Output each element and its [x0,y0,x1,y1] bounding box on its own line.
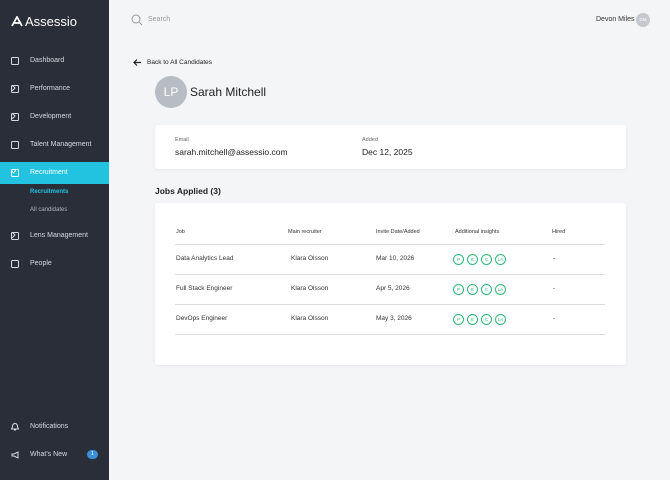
candidate-avatar: LP [155,76,187,108]
nav-label: People [30,260,52,267]
nav-label: Notifications [30,423,69,430]
badge: 1 [87,450,98,459]
table-cell: - [553,315,556,322]
search-icon [131,14,143,26]
nav-label: Recruitment [30,169,68,176]
nav-item[interactable]: Recruitment [0,162,109,184]
insight-badge[interactable]: LA [495,314,506,325]
nav-icon [11,57,19,65]
field-label: Added [362,137,378,143]
nav-label: Development [30,113,72,120]
nav-icon [11,113,19,121]
column-header[interactable]: Additional insights [455,229,500,235]
nav-item[interactable]: Development [0,106,109,128]
chevron [11,113,16,119]
nav-item[interactable]: Talent Management [0,134,109,156]
chevron [11,85,16,91]
insight-badge[interactable]: C [481,254,492,265]
row-divider [175,274,605,275]
logo: Assessio [25,14,78,29]
nav-icon [11,260,19,268]
column-header[interactable]: Invite Date/Added [376,229,420,235]
insight-badge[interactable]: E [467,314,478,325]
nav-item[interactable]: People [0,253,109,275]
nav-icon [11,85,19,93]
nav-icon [11,169,19,177]
chevron [11,232,16,238]
insight-badge[interactable]: LA [495,254,506,265]
table-cell: DevOps Engineer [176,315,228,322]
field-label: Email [175,137,189,143]
table-cell: Data Analytics Lead [176,255,234,262]
row-divider [175,304,605,305]
nav-label: Performance [30,85,71,92]
search-input[interactable]: Search [148,16,171,23]
table-cell: Klara Olsson [291,285,329,292]
nav-label: Dashboard [30,57,65,64]
insight-badge[interactable]: E [467,254,478,265]
subnav-item[interactable]: All candidates [30,207,68,213]
header-divider [175,244,605,245]
insight-badge[interactable]: C [481,284,492,295]
jobs-card [155,203,626,365]
candidate-name: Sarah Mitchell [190,85,267,99]
insight-badge[interactable]: P [453,284,464,295]
insight-badge[interactable]: C [481,314,492,325]
chevron [11,169,16,174]
user-name[interactable]: Devon Miles [596,16,635,23]
column-header[interactable]: Main recruiter [288,229,322,235]
section-title: Jobs Applied (3) [155,186,221,196]
field-value: sarah.mitchell@assessio.com [175,147,288,157]
table-cell: - [553,285,556,292]
table-cell: - [553,255,556,262]
insight-badge[interactable]: P [453,254,464,265]
column-header[interactable]: Job [176,229,185,235]
nav-label: What's New [30,451,68,458]
nav-item[interactable]: Performance [0,78,109,100]
nav-whats-new[interactable]: What's New 1 [0,444,109,466]
info-card: Email sarah.mitchell@assessio.com Added … [155,125,626,169]
insight-badge[interactable]: E [467,284,478,295]
table-cell: May 3, 2026 [376,315,412,322]
nav-icon [11,232,19,240]
table-cell: Klara Olsson [291,315,329,322]
table-cell: Mar 10, 2026 [376,255,415,262]
back-link[interactable]: Back to All Candidates [147,59,213,66]
nav-notifications[interactable]: Notifications [0,416,109,438]
nav-label: Lens Management [30,232,88,239]
nav-item[interactable]: Dashboard [0,50,109,72]
nav-label: Talent Management [30,141,92,148]
user-avatar[interactable]: DM [636,13,650,27]
table-cell: Full Stack Engineer [176,285,233,292]
field-value: Dec 12, 2025 [362,147,413,157]
subnav-item[interactable]: Recruitments [30,189,69,195]
insight-badge[interactable]: P [453,314,464,325]
nav-item[interactable]: Lens Management [0,225,109,247]
nav-icon [11,141,19,149]
logo-mark [11,16,23,27]
table-cell: Klara Olsson [291,255,329,262]
column-header[interactable]: Hired [552,229,566,235]
table-cell: Apr 5, 2026 [376,285,410,292]
sidebar: Assessio Recruitments All candidates Not… [0,0,109,480]
row-divider [175,334,605,335]
insight-badge[interactable]: LA [495,284,506,295]
back-arrow[interactable] [133,58,142,67]
